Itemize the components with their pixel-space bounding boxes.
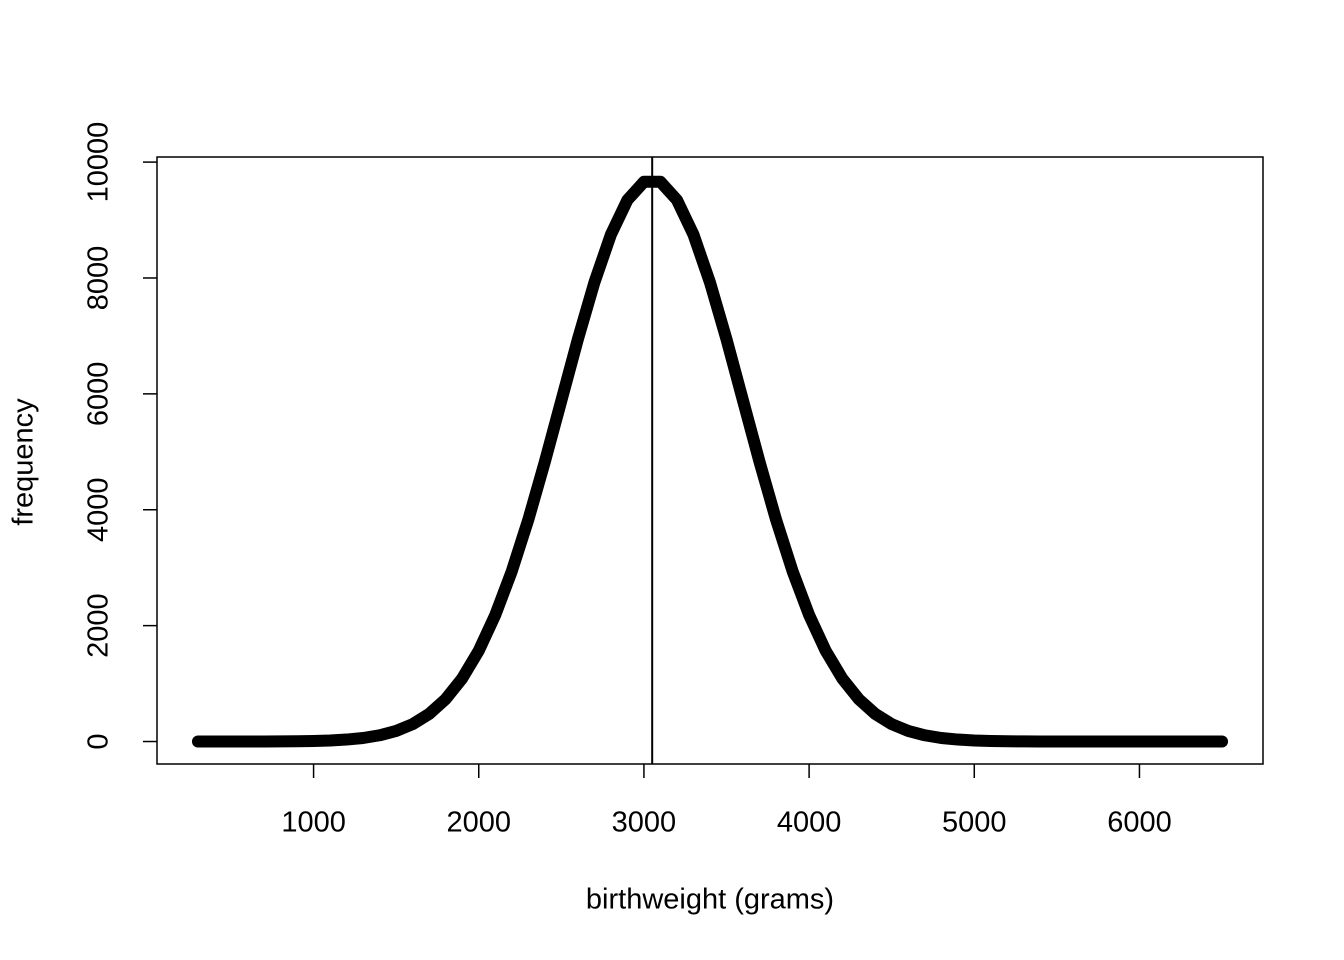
y-axis-label: frequency [8,398,40,526]
y-tick-label: 2000 [83,593,115,658]
x-tick-label: 1000 [281,807,346,839]
y-tick-label: 4000 [83,477,115,542]
x-tick-label: 4000 [777,807,842,839]
y-tick-label: 6000 [83,362,115,427]
y-tick-label: 0 [83,733,115,749]
y-tick-label: 10000 [83,122,115,203]
x-tick-label: 3000 [612,807,677,839]
x-tick-label: 2000 [446,807,511,839]
x-tick-label: 6000 [1107,807,1172,839]
data-line [191,175,1229,748]
x-tick-label: 5000 [942,807,1007,839]
y-tick-label: 8000 [83,246,115,311]
x-axis-label: birthweight (grams) [586,884,834,916]
plot-frame [156,156,1264,765]
